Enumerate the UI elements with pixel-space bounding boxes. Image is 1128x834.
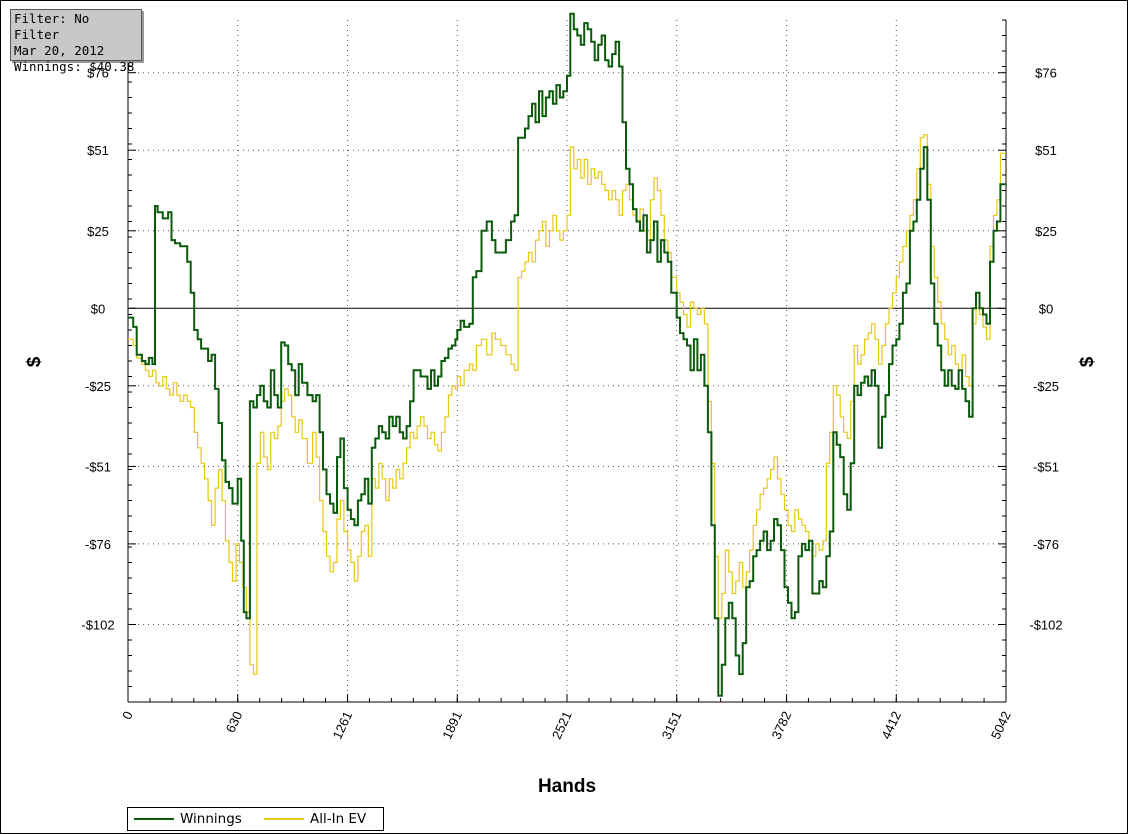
y-tick-label-left: $51 (87, 143, 109, 158)
winnings-text: Winnings: $40.38 (14, 59, 135, 74)
x-tick-label: 5042 (988, 709, 1014, 742)
x-tick-label: 630 (223, 709, 246, 735)
y-tick-label-right: -$102 (1029, 618, 1062, 633)
x-tick-label: 3782 (768, 709, 794, 742)
filter-text: Filter: No Filter (14, 11, 90, 42)
y-tick-label-left: $25 (87, 224, 109, 239)
series-lines (128, 12, 1006, 697)
legend-swatch-winnings (134, 818, 174, 820)
legend-item-winnings: Winnings (134, 811, 242, 827)
x-tick-label: 4412 (878, 709, 904, 742)
x-tick-label: 3151 (659, 709, 685, 742)
y-tick-label-right: -$51 (1033, 459, 1059, 474)
y-tick-label-left: -$25 (85, 379, 111, 394)
legend: Winnings All-In EV (127, 807, 384, 831)
x-tick-label: 2521 (549, 709, 575, 742)
x-tick-label: 1891 (439, 709, 465, 742)
date-text: Mar 20, 2012 (14, 43, 105, 58)
x-tick-label: 1261 (329, 709, 355, 742)
y-tick-label-left: -$102 (81, 618, 114, 633)
legend-label-allin-ev: All-In EV (310, 811, 367, 827)
legend-item-allin-ev: All-In EV (264, 811, 366, 827)
series-line-winnings (128, 12, 1006, 697)
axes: $76 $76 $51 $51 $25 $25 $0 $0 -$25 -$25 -$51 -$51 -$… (81, 19, 1063, 742)
y-tick-label-right: -$76 (1033, 537, 1059, 552)
y-tick-label-left: -$51 (85, 459, 111, 474)
y-axis-label-right: $ (1077, 356, 1098, 367)
y-axis-label-left: $ (24, 356, 45, 367)
x-tick-label: 0 (119, 709, 136, 722)
legend-swatch-allin-ev (264, 818, 304, 820)
y-tick-label-right: $0 (1039, 301, 1053, 316)
y-tick-label-left: -$76 (85, 537, 111, 552)
series-line-allin-ev (128, 134, 1006, 675)
y-tick-label-left: $0 (91, 301, 105, 316)
y-tick-label-right: $76 (1035, 66, 1057, 81)
y-tick-label-right: -$25 (1033, 379, 1059, 394)
legend-label-winnings: Winnings (180, 811, 242, 827)
info-box: Filter: No Filter Mar 20, 2012 Winnings:… (10, 9, 142, 74)
grid (128, 20, 1006, 702)
x-axis-label: Hands (538, 776, 596, 797)
y-tick-label-right: $51 (1035, 143, 1057, 158)
y-tick-label-right: $25 (1035, 224, 1057, 239)
y-tick-label-left: $76 (87, 66, 109, 81)
